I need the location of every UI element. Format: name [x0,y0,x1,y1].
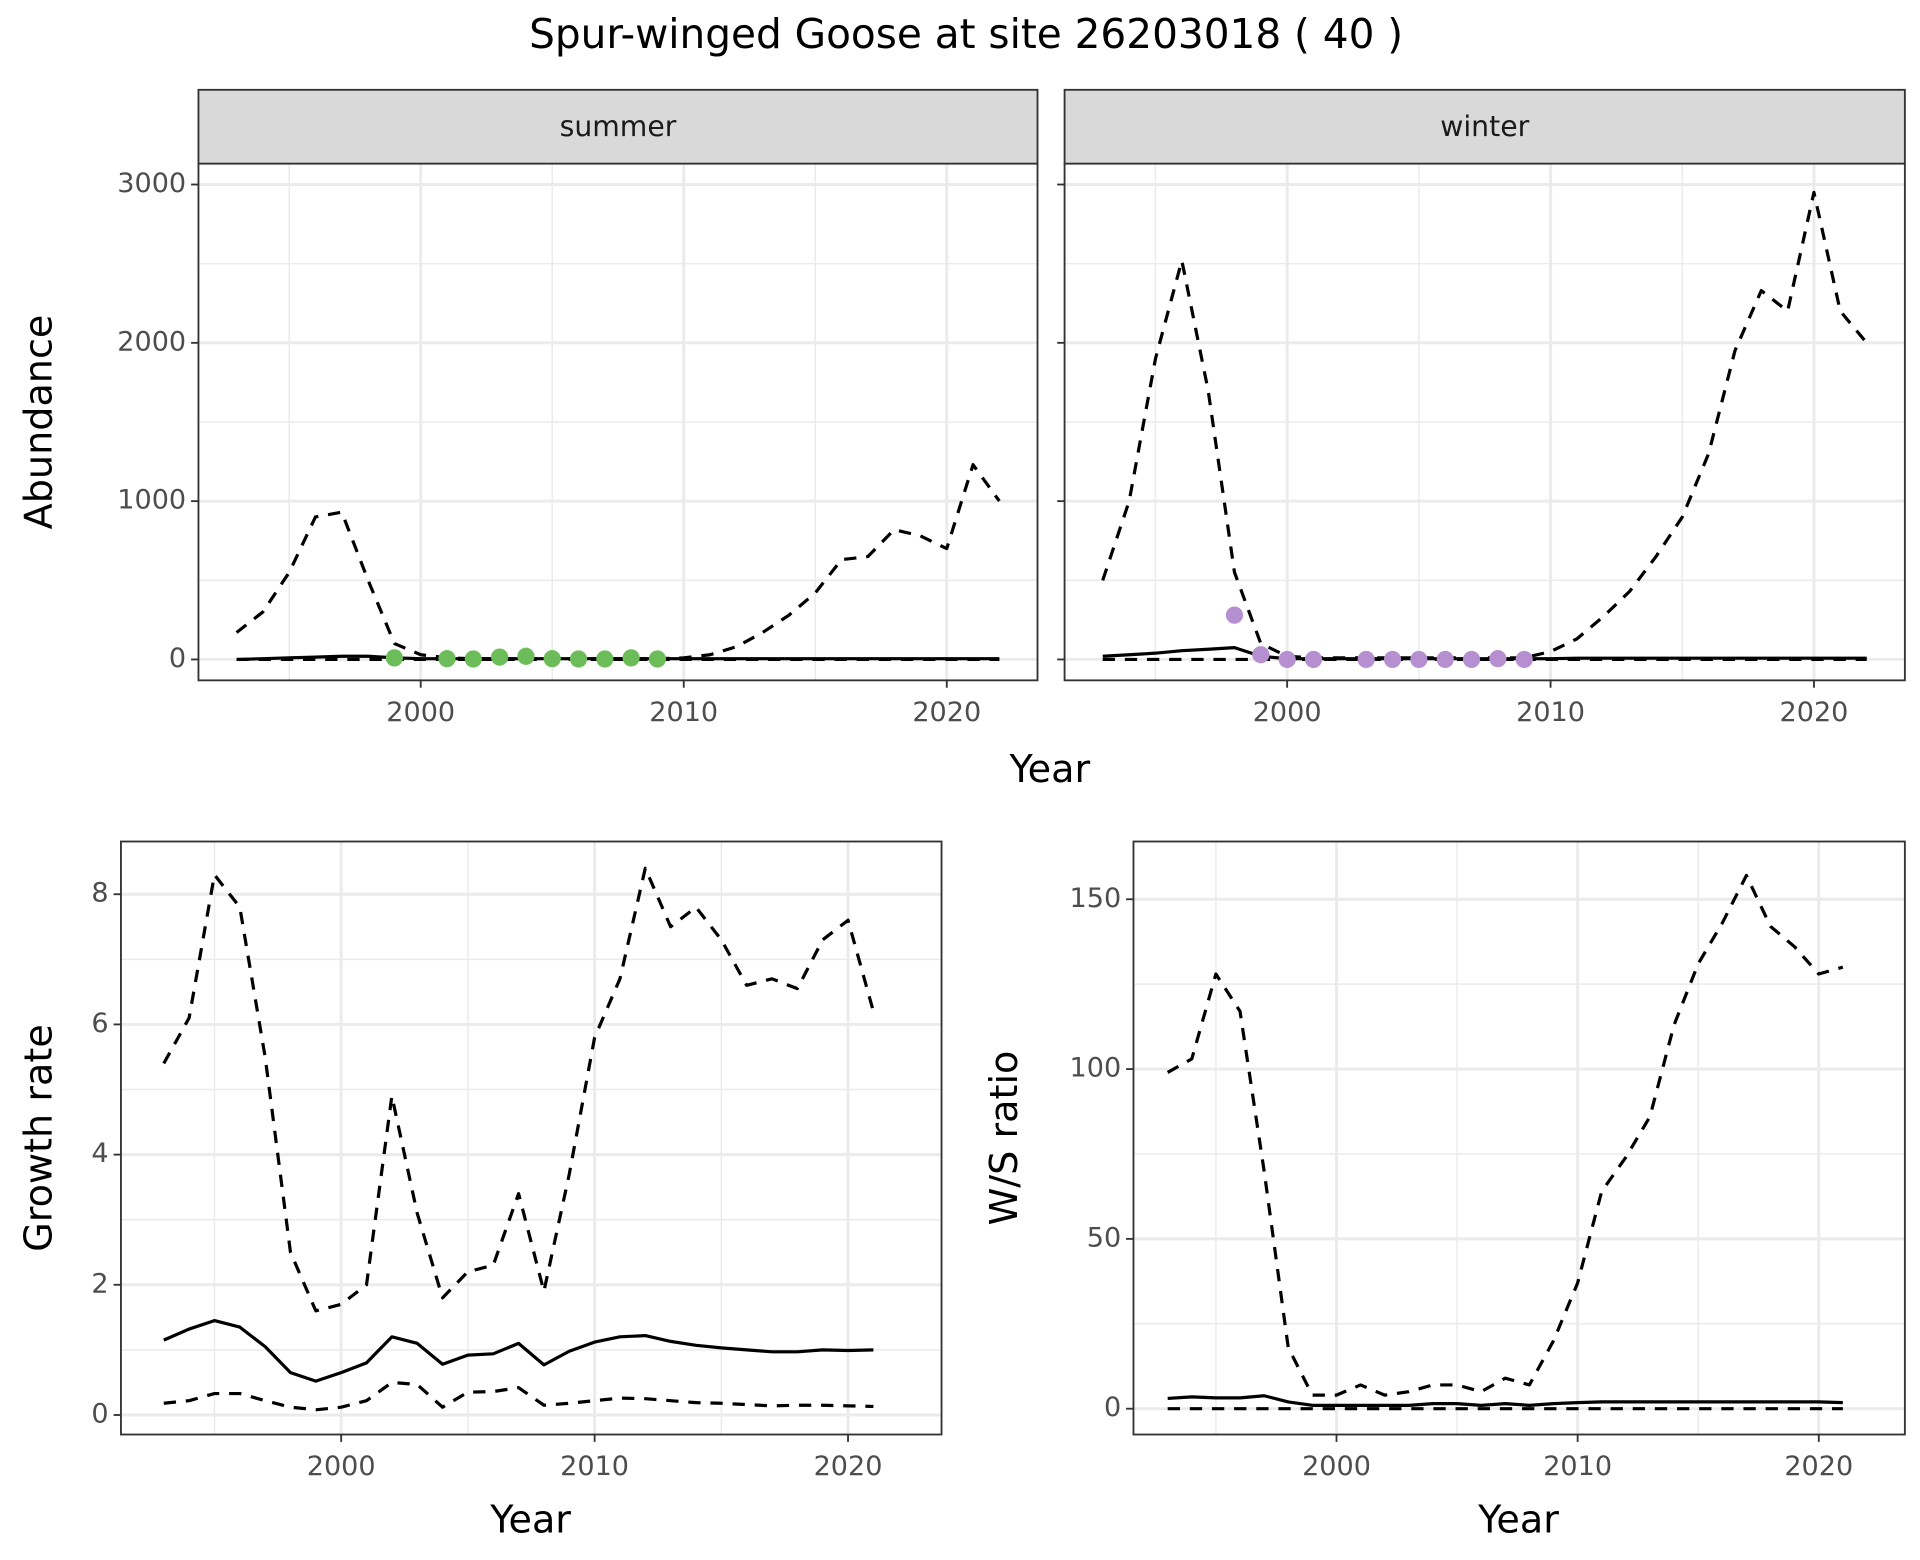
data-point [1462,650,1481,669]
x-axis-title: Year [489,1497,571,1541]
line-series [163,1318,874,1383]
x-tick-label: 2020 [912,697,981,728]
x-tick-label: 2000 [1302,1451,1371,1482]
y-tick-label: 150 [1070,883,1122,914]
y-tick-label: 100 [1070,1053,1122,1084]
panel-border [1132,840,1906,1436]
x-tick-label: 2000 [386,697,455,728]
y-tick-label: 0 [169,643,186,674]
facet-strip [1063,88,1906,165]
data-point [517,647,535,665]
data-point [648,650,667,668]
data-point [385,649,404,667]
data-point [1357,650,1375,669]
y-tick-label: 1000 [117,485,186,516]
facet-label: winter [1440,110,1529,143]
data-point [438,650,456,668]
figure-title: Spur-winged Goose at site 26203018 ( 40 … [529,10,1403,58]
data-point [1489,650,1507,668]
line-series [163,1380,874,1412]
data-point [491,648,509,666]
y-tick-label: 2000 [117,326,186,357]
line-series [1102,646,1867,661]
data-point [1410,650,1428,669]
x-tick-label: 2010 [649,697,718,728]
y-axis-title: W/S ratio [982,1051,1026,1226]
y-tick-label: 3000 [117,168,186,199]
data-point [1278,650,1296,669]
data-point [596,650,614,668]
y-axis-title: Growth rate [16,1024,60,1252]
data-point [543,650,561,668]
x-tick-label: 2020 [1780,697,1849,728]
y-tick-label: 0 [91,1398,108,1429]
line-series [236,654,1000,662]
line-series [1166,873,1844,1397]
x-tick-label: 2020 [1784,1451,1853,1482]
x-tick-label: 2020 [814,1451,883,1482]
y-tick-label: 8 [91,878,108,909]
x-tick-label: 2000 [307,1451,376,1482]
data-point [1225,606,1244,624]
data-point [464,650,482,668]
panel-background [120,841,942,1435]
x-axis-title: Year [1008,747,1090,791]
y-tick-label: 4 [91,1138,108,1169]
y-tick-label: 0 [1104,1392,1121,1423]
y-tick-label: 50 [1087,1222,1121,1253]
x-tick-label: 2000 [1253,697,1322,728]
y-axis-title: Abundance [16,315,60,530]
y-tick-label: 6 [91,1008,108,1039]
line-series [162,866,875,1313]
x-tick-label: 2010 [1543,1451,1612,1482]
data-point [1252,646,1270,664]
data-point [622,649,640,667]
data-point [1383,650,1402,669]
x-tick-label: 2010 [1516,697,1585,728]
data-point [1515,650,1533,669]
panel-background [1133,841,1905,1435]
data-point [1304,650,1323,669]
x-axis-title: Year [1477,1497,1559,1541]
facet-label: summer [560,110,677,143]
facet-strip [197,88,1039,165]
x-tick-label: 2010 [560,1451,629,1482]
panel-border [120,840,943,1436]
y-tick-label: 2 [91,1268,108,1299]
data-point [1436,650,1454,669]
data-point [569,650,588,668]
line-series [1167,1394,1843,1407]
